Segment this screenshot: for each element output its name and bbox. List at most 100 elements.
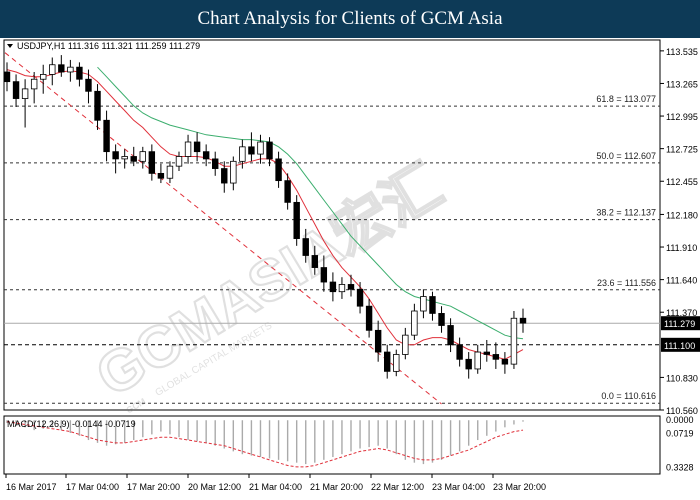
candle-body <box>230 160 237 184</box>
macd-tick-label: 0.0719 <box>666 428 694 438</box>
y-tick-label: 111.640 <box>666 276 697 286</box>
price-label-text: 111.279 <box>664 319 695 329</box>
y-tick-label: 110.830 <box>666 373 698 383</box>
x-tick-label: 23 Mar 20:00 <box>493 482 546 492</box>
candle-body <box>130 156 137 162</box>
candle-body <box>519 317 527 324</box>
x-tick-label: 21 Mar 20:00 <box>310 482 363 492</box>
candle-body <box>21 88 29 99</box>
candle-body <box>293 201 300 239</box>
candle-body <box>12 81 20 99</box>
candle-body <box>284 180 291 203</box>
candle-body <box>112 151 119 160</box>
candle-body <box>121 156 128 160</box>
candle-body <box>266 141 273 160</box>
candle-body <box>85 78 92 92</box>
candle-body <box>67 66 74 73</box>
candle-body <box>465 358 472 370</box>
candle-body <box>76 66 83 80</box>
candle-body <box>3 71 11 83</box>
candle-body <box>30 78 38 90</box>
candle-body <box>302 238 309 256</box>
candle-body <box>49 64 56 75</box>
candle-body <box>202 151 210 160</box>
candle-body <box>148 151 156 174</box>
candle-body <box>447 325 454 346</box>
x-tick-label: 22 Mar 12:00 <box>371 482 424 492</box>
macd-tick-label: 0.3328 <box>666 462 694 472</box>
price-label-box <box>661 337 700 352</box>
candle-body <box>356 288 364 307</box>
candle-body <box>157 172 165 179</box>
candle-body <box>510 317 518 365</box>
candle-body <box>393 354 400 372</box>
candle-body <box>483 351 490 355</box>
fib-level-label: 23.6 = 111.556 <box>597 278 656 288</box>
candle-body <box>221 168 228 184</box>
x-tick-label: 17 Mar 04:00 <box>66 482 119 492</box>
y-tick-label: 113.535 <box>666 47 698 57</box>
candle-body <box>402 334 409 355</box>
y-tick-label: 113.265 <box>666 79 698 89</box>
candle-body <box>492 354 500 360</box>
y-tick-label: 110.560 <box>666 406 698 416</box>
candle-body <box>275 158 282 182</box>
slow-ma-line <box>97 66 524 340</box>
trendline <box>4 52 442 405</box>
fast-ma-line <box>6 69 524 360</box>
candle-body <box>139 151 146 162</box>
candle-body <box>474 351 481 370</box>
fib-level-label: 50.0 = 112.607 <box>596 151 656 161</box>
x-tick-label: 16 Mar 2017 <box>6 482 57 492</box>
price-label-text: 111.100 <box>664 341 695 351</box>
candle-body <box>94 90 101 121</box>
candle-body <box>320 267 328 283</box>
fib-level-label: 38.2 = 112.137 <box>596 208 656 218</box>
candle-body <box>103 119 110 153</box>
macd-signal-line <box>6 421 524 468</box>
y-tick-label: 112.725 <box>666 145 698 155</box>
candle-body <box>429 296 436 314</box>
candle-body <box>411 310 418 336</box>
x-tick-label: 17 Mar 20:00 <box>127 482 180 492</box>
candle-body <box>384 351 391 372</box>
y-tick-label: 112.995 <box>666 112 698 122</box>
y-tick-label: 112.455 <box>666 177 698 187</box>
price-label-box <box>661 316 700 331</box>
candle-body <box>193 141 201 153</box>
candle-body <box>239 146 246 162</box>
y-tick-label: 111.910 <box>666 243 697 253</box>
candle-body <box>374 329 382 353</box>
x-tick-label: 20 Mar 12:00 <box>188 482 241 492</box>
main-pane-frame <box>3 39 661 411</box>
fib-level-label: 61.8 = 113.077 <box>596 94 656 104</box>
candle-body <box>456 344 463 360</box>
candle-body <box>175 156 183 167</box>
candle-body <box>438 313 445 326</box>
candle-body <box>212 158 219 169</box>
chart-canvas: 113.535 113.265 112.995 112.725 112.455 112.1… <box>3 39 700 492</box>
candle-body <box>184 141 192 157</box>
candle-body <box>365 305 373 331</box>
macd-title: MACD(12,26,9) -0.0144 -0.0719 <box>7 419 136 429</box>
candle-body <box>338 284 346 293</box>
macd-pane-frame <box>3 415 661 475</box>
chart-title: USDJPY,H1 111.316 111.321 111.259 111.27… <box>17 41 200 51</box>
candle-body <box>40 74 47 80</box>
candle-body <box>329 281 337 293</box>
candle-body <box>347 284 355 290</box>
candle-body <box>58 64 65 73</box>
candle-body <box>248 146 255 155</box>
symbol-dropdown-icon[interactable] <box>7 44 13 48</box>
macd-tick-label: 0.0000 <box>666 415 694 425</box>
fib-level-label: 0.0 = 110.616 <box>601 391 656 401</box>
candle-body <box>166 165 174 179</box>
y-tick-label: 111.370 <box>666 308 697 318</box>
candle-body <box>257 141 264 155</box>
page-title: Chart Analysis for Clients of GCM Asia <box>0 0 700 38</box>
x-tick-label: 23 Mar 04:00 <box>432 482 485 492</box>
candle-body <box>311 255 318 268</box>
candle-body <box>501 358 509 365</box>
